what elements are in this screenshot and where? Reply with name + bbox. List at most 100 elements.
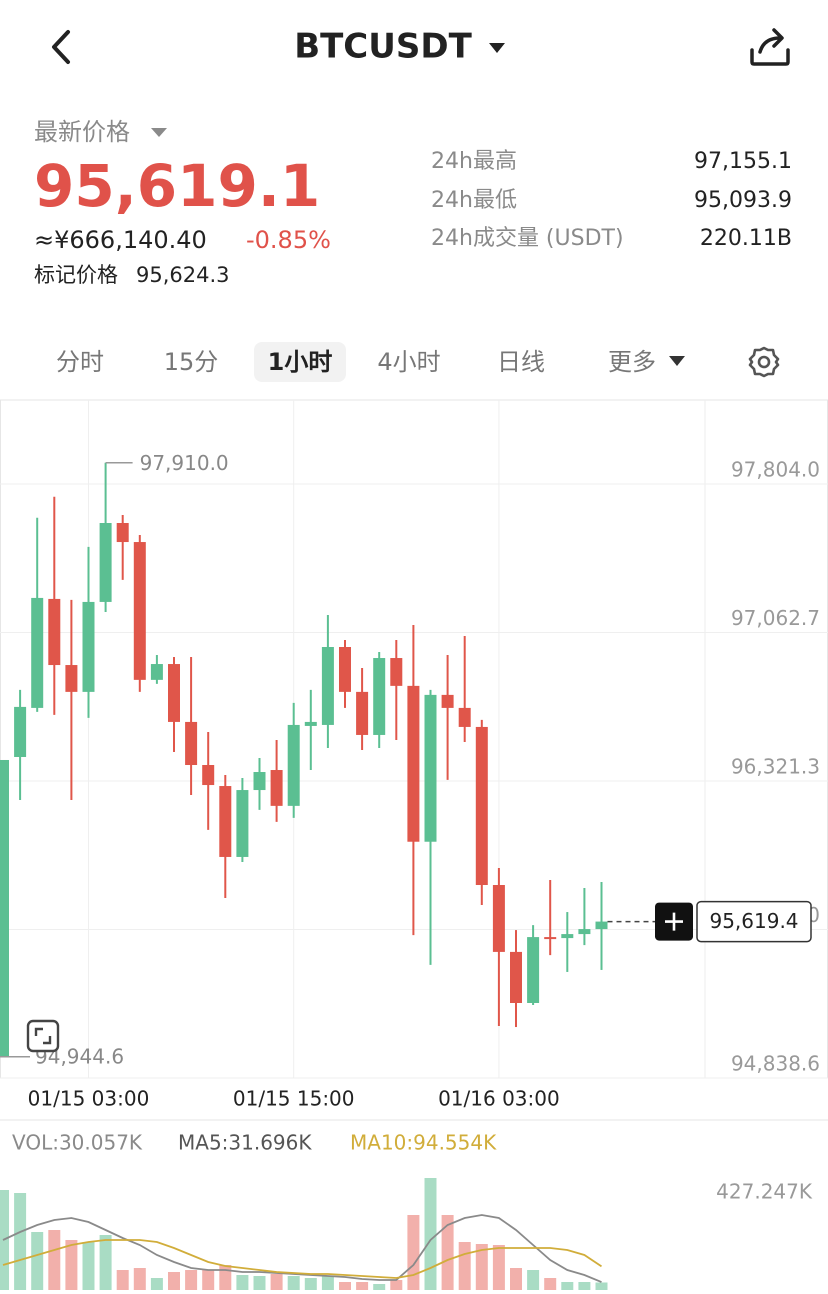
- volume-bar: [424, 1178, 437, 1290]
- candle-body: [595, 921, 608, 930]
- candle-body: [0, 759, 9, 1057]
- volume-bar: [458, 1242, 471, 1290]
- volume-bar: [287, 1276, 300, 1290]
- mark-price: 95,624.3: [136, 263, 230, 287]
- candle-body: [458, 707, 471, 727]
- interval-tab[interactable]: 分时: [56, 348, 104, 376]
- interval-tab[interactable]: 更多: [608, 348, 656, 376]
- candle-body: [236, 790, 249, 857]
- volume-bar: [373, 1284, 386, 1290]
- symbol-dropdown[interactable]: [489, 43, 505, 53]
- volume-bar: [407, 1215, 420, 1290]
- volume-bar: [339, 1282, 351, 1290]
- volume-bar: [14, 1193, 27, 1290]
- candle-body: [14, 706, 27, 757]
- interval-tab[interactable]: 15分: [164, 348, 219, 376]
- candle-body: [202, 765, 215, 786]
- price-label: 最新价格: [34, 118, 130, 146]
- stat-label: 24h成交量 (USDT): [431, 226, 624, 251]
- volume-bar: [168, 1272, 180, 1290]
- candle-body: [270, 770, 283, 806]
- volume-bar: [48, 1230, 61, 1290]
- share-button[interactable]: [750, 28, 790, 66]
- candle-body: [253, 772, 266, 791]
- candle-body: [527, 937, 540, 1003]
- price-label-dropdown[interactable]: [151, 128, 167, 137]
- volume-bar: [561, 1282, 574, 1290]
- x-tick-label: 01/15 15:00: [233, 1087, 355, 1111]
- volume-bar: [270, 1274, 283, 1290]
- candle-body: [356, 691, 369, 735]
- volume-bar: [544, 1278, 557, 1290]
- volume-bar: [99, 1235, 112, 1290]
- volume-bar: [133, 1268, 146, 1290]
- stat-label: 24h最低: [431, 188, 517, 213]
- volume-bar: [595, 1282, 608, 1290]
- candle-body: [424, 694, 437, 842]
- volume-bar: [253, 1276, 266, 1290]
- volume-bar: [150, 1278, 163, 1290]
- candle-body: [48, 598, 61, 666]
- y-tick-label: 97,062.7: [731, 606, 820, 630]
- candle-body: [407, 685, 420, 842]
- volume-bar: [390, 1280, 403, 1290]
- candle-body: [441, 694, 454, 708]
- volume-bar: [219, 1265, 232, 1290]
- candle-body: [31, 597, 44, 708]
- mark-price-label: 标记价格: [34, 263, 118, 287]
- y-tick-label: 97,804.0: [731, 457, 820, 481]
- volume-bar: [527, 1270, 540, 1290]
- x-tick-label: 01/16 03:00: [438, 1087, 560, 1111]
- candle-body: [390, 658, 403, 686]
- candle-body: [82, 601, 95, 692]
- volume-bar: [304, 1278, 317, 1290]
- volume-tick-label: 427.247K: [716, 1180, 813, 1204]
- candle-body: [339, 647, 351, 692]
- volume-bar: [65, 1240, 78, 1290]
- volume-bar: [82, 1242, 95, 1290]
- candle-body: [287, 724, 300, 806]
- y-tick-label: 94,838.6: [731, 1052, 820, 1076]
- volume-bar: [578, 1282, 591, 1290]
- candle-body: [321, 647, 334, 725]
- y-tick-label: 96,321.3: [731, 754, 820, 778]
- candle-body: [304, 721, 317, 726]
- stat-value: 220.11B: [700, 226, 792, 251]
- stat-value: 95,093.9: [694, 188, 792, 213]
- candle-body: [65, 665, 78, 692]
- candle-body: [185, 721, 198, 766]
- volume-bar: [492, 1245, 505, 1290]
- volume-bar: [31, 1232, 44, 1290]
- expand-button[interactable]: [26, 1019, 60, 1053]
- interval-tabs: 分时 15分 1小时 4小时 日线 更多: [56, 342, 685, 382]
- price-chart: 97,804.097,062.796,321.395,580.094,838.6…: [0, 400, 828, 1111]
- candle-body: [475, 726, 488, 886]
- settings-button[interactable]: [748, 346, 780, 378]
- interval-tab[interactable]: 1小时: [268, 348, 333, 376]
- interval-tab[interactable]: 4小时: [377, 348, 440, 376]
- candle-body: [99, 523, 112, 602]
- candle-body: [150, 664, 163, 680]
- active-tab-bg: [254, 342, 346, 382]
- candle-body: [116, 523, 129, 543]
- volume-bar: [510, 1268, 522, 1290]
- price-change: -0.85%: [246, 226, 331, 254]
- candle-body: [133, 542, 146, 680]
- volume-bar: [185, 1270, 198, 1290]
- last-price: 95,619.1: [34, 152, 320, 220]
- candle-body: [510, 951, 522, 1003]
- volume-chart: 427.247K: [0, 1178, 813, 1290]
- candle-body: [561, 934, 574, 939]
- symbol-title[interactable]: BTCUSDT: [294, 27, 472, 67]
- more-dropdown[interactable]: [669, 356, 685, 366]
- volume-bar: [356, 1282, 369, 1290]
- candle-body: [373, 658, 386, 735]
- candle-body: [168, 664, 180, 722]
- interval-tab[interactable]: 日线: [497, 348, 545, 376]
- stat-value: 97,155.1: [694, 149, 792, 174]
- candle-body: [578, 929, 591, 935]
- volume-bar: [236, 1275, 249, 1290]
- back-button[interactable]: [52, 30, 70, 64]
- ma10-header: MA10:94.554K: [350, 1131, 497, 1155]
